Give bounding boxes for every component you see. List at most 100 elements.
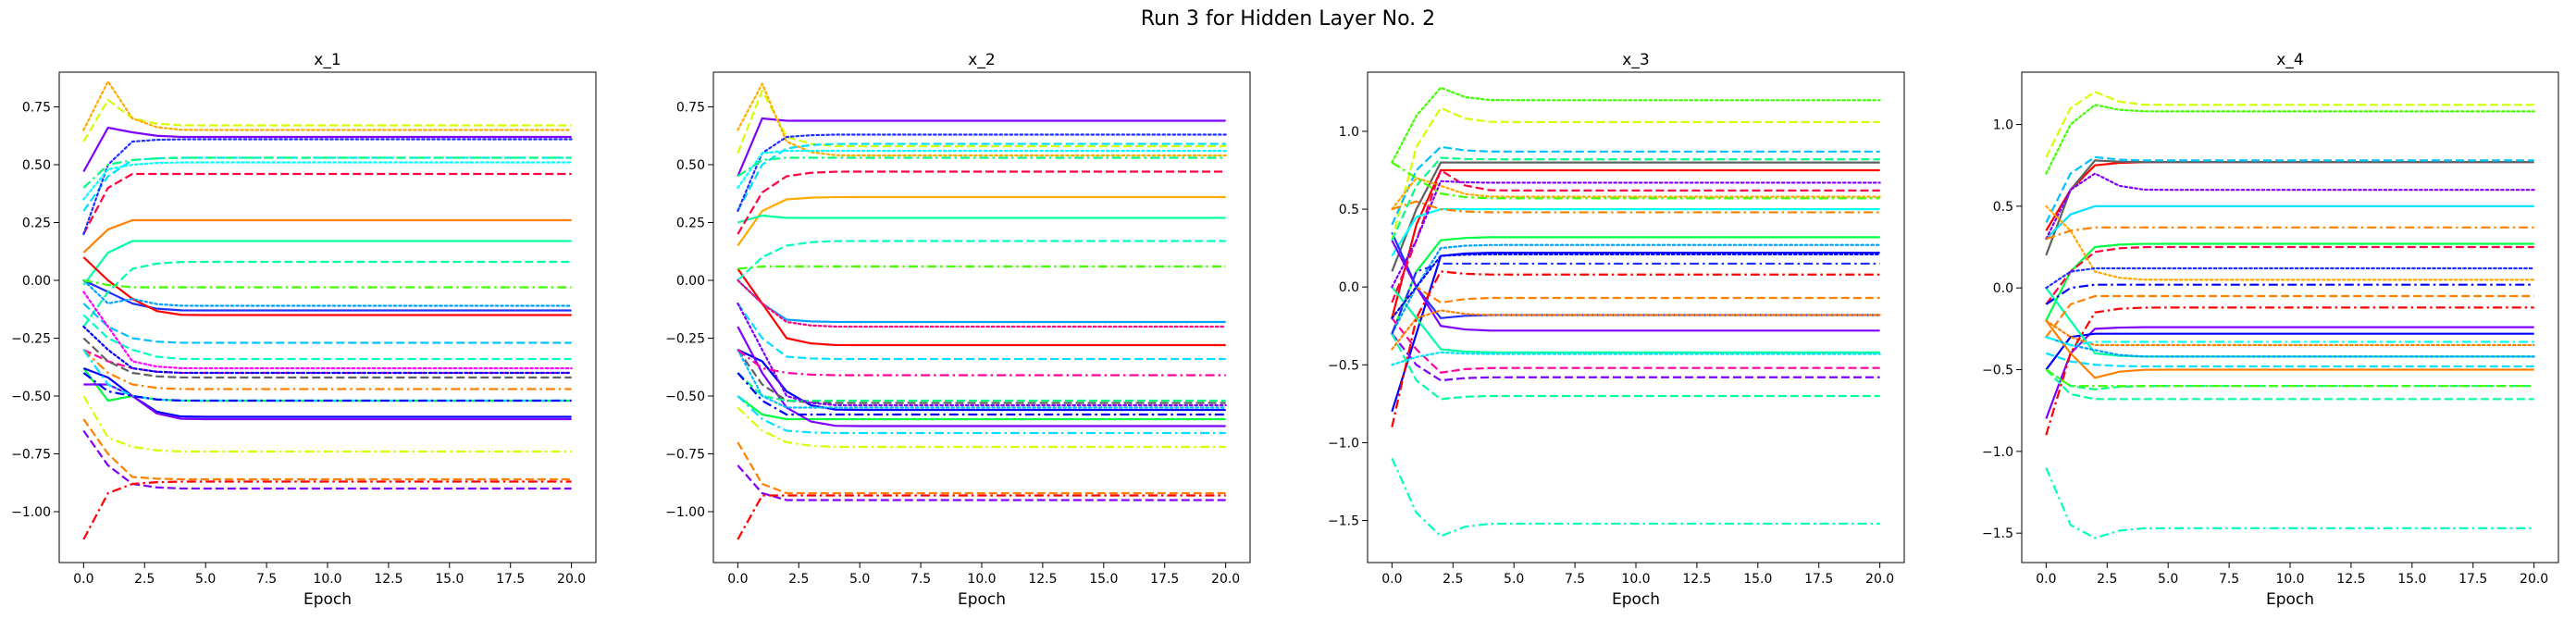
y-tick-label: 0.75 [22, 101, 51, 116]
y-tick-label: −0.50 [665, 390, 705, 404]
series-line-11 [1391, 156, 1880, 241]
series-line-28 [82, 349, 572, 402]
y-tick-label: 0.5 [1993, 200, 2013, 215]
series-line-3 [82, 240, 572, 286]
series-line-21 [2045, 336, 2535, 358]
series-line-14 [1391, 317, 1880, 374]
series-line-27 [82, 349, 572, 390]
series-line-1 [737, 117, 1226, 177]
subplot-grid: 0.0 2.5 5.0 7.5 10.0 12.5 15.0 17.5 20.0 −1.00 −0.… [11, 51, 2559, 609]
x-tick-label: 12.5 [374, 572, 402, 587]
series-line-3 [1391, 161, 1880, 272]
subplot-3: 0.0 2.5 5.0 7.5 10.0 12.5 15.0 17.5 20.0 −1.5 −1.0… [1328, 51, 1905, 609]
series-line-14 [82, 314, 572, 361]
series-line-25 [737, 265, 1226, 270]
series-line-13 [737, 303, 1226, 361]
series-line-19 [2045, 266, 2535, 290]
y-tick-label: −1.0 [1328, 436, 1359, 451]
x-tick-label: 17.5 [496, 572, 525, 587]
series-line-8 [1391, 286, 1880, 353]
series-line-22 [2046, 226, 2534, 241]
series-line-28 [737, 395, 1226, 435]
subplot-2: 0.0 2.5 5.0 7.5 10.0 12.5 15.0 17.5 20.0 −1.00 −0.… [665, 51, 1251, 609]
series-line-23 [737, 348, 1227, 409]
y-tick-label: −0.25 [11, 332, 51, 347]
x-tick-label: 10.0 [1621, 572, 1650, 587]
series-line-25 [82, 156, 572, 189]
series-line-30 [82, 395, 572, 453]
series-line-19 [737, 133, 1227, 213]
series-line-4 [82, 279, 572, 312]
x-tick-label: 2.5 [2097, 572, 2117, 587]
y-tick-label: −1.0 [1982, 445, 2013, 460]
series-line-9 [2045, 91, 2534, 158]
y-tick-label: −0.75 [11, 448, 51, 463]
x-tick-label: 10.0 [967, 572, 996, 587]
y-tick-label: −0.25 [665, 332, 705, 347]
x-tick-label: 15.0 [1089, 572, 1118, 587]
series-line-8 [2045, 319, 2534, 379]
x-axis-label: Epoch [303, 590, 352, 609]
series-line-5 [2045, 326, 2534, 419]
series-line-22 [737, 302, 1227, 407]
x-tick-label: 2.5 [134, 572, 155, 587]
series-line-17 [737, 464, 1226, 501]
series-line-15 [737, 372, 1226, 402]
series-line-31 [82, 480, 572, 540]
x-tick-label: 17.5 [1150, 572, 1179, 587]
y-tick-label: −1.00 [11, 505, 51, 520]
y-tick-label: 0.75 [676, 101, 705, 116]
x-axis-label: Epoch [2266, 590, 2314, 609]
series-line-28 [1391, 457, 1880, 538]
series-line-2 [1391, 168, 1880, 319]
x-tick-label: 20.0 [557, 572, 586, 587]
series-line-11 [737, 170, 1226, 235]
series-line-8 [83, 383, 572, 421]
series-line-12 [737, 240, 1226, 281]
x-tick-label: 20.0 [1865, 572, 1894, 587]
series-line-16 [2045, 104, 2535, 175]
series-line-21 [82, 161, 573, 201]
series-line-5 [737, 267, 1226, 347]
y-tick-label: −0.75 [665, 448, 705, 463]
series-line-16 [82, 337, 572, 379]
x-tick-label: 15.0 [1743, 572, 1772, 587]
series-line-30 [737, 494, 1226, 540]
series-line-2 [737, 195, 1226, 247]
y-tick-label: −0.50 [11, 390, 51, 404]
series-line-11 [2045, 245, 2534, 305]
x-tick-label: 0.0 [1381, 572, 1402, 587]
series-line-20 [2045, 319, 2535, 347]
series-line-18 [82, 429, 572, 490]
series-line-22 [1391, 309, 1881, 351]
series-line-26 [1391, 270, 1880, 427]
x-tick-label: 12.5 [1028, 572, 1057, 587]
subplot-4: 0.0 2.5 5.0 7.5 10.0 12.5 15.0 17.5 20.0 −1.5 −1.0… [1982, 51, 2559, 609]
y-tick-label: 0.0 [1339, 280, 1359, 295]
series-line-23 [1391, 351, 1881, 366]
series-line-27 [1391, 262, 1880, 335]
series-line-12 [82, 260, 572, 328]
series-group [2045, 91, 2535, 539]
series-line-16 [737, 441, 1226, 495]
y-tick-label: 0.00 [22, 274, 51, 289]
series-line-13 [1391, 286, 1880, 319]
series-line-6 [2045, 332, 2534, 371]
series-line-12 [2045, 294, 2534, 338]
series-line-10 [737, 142, 1226, 212]
y-tick-label: 0.25 [676, 217, 705, 231]
x-tick-label: 12.5 [1682, 572, 1711, 587]
series-line-4 [2045, 242, 2534, 322]
y-tick-label: −0.5 [1328, 358, 1359, 373]
x-tick-label: 10.0 [2275, 572, 2304, 587]
series-line-18 [2045, 204, 2535, 281]
series-group [1391, 86, 1881, 538]
subplot-title: x_3 [1622, 51, 1649, 69]
series-line-12 [1391, 168, 1880, 303]
series-line-15 [2045, 368, 2534, 401]
series-line-24 [2045, 306, 2534, 436]
x-tick-label: 12.5 [2336, 572, 2365, 587]
y-tick-label: −1.5 [1328, 514, 1359, 529]
x-tick-label: 7.5 [910, 572, 931, 587]
